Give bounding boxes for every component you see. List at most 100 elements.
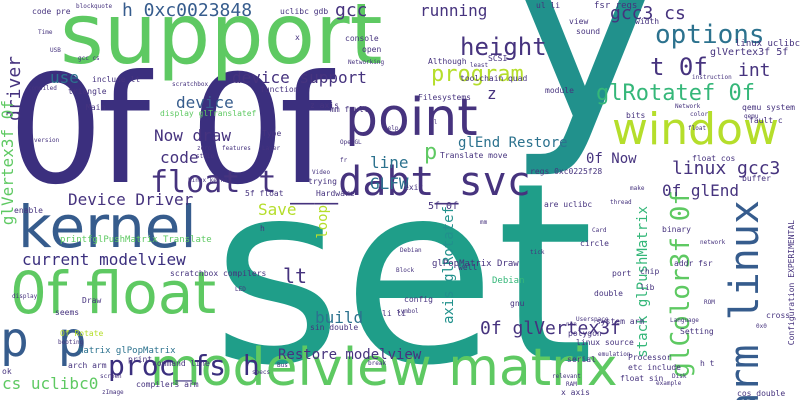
- cloud-word-config: config: [404, 295, 433, 304]
- cloud-word-linux-kernel: Linux kernel: [188, 177, 232, 184]
- cloud-word-translate-move: Translate move: [440, 151, 508, 160]
- cloud-word-triangle: triangle: [68, 87, 107, 96]
- cloud-word-uclibc-gdb: uclibc gdb: [280, 7, 329, 16]
- cloud-word-console: console: [345, 34, 379, 43]
- cloud-word-double: double: [594, 289, 623, 298]
- cloud-word-specs: specs: [252, 369, 271, 376]
- cloud-word-restore-modelview: Restore modelview: [278, 347, 422, 363]
- cloud-word-regs: regs 0xc0225f28: [530, 167, 603, 176]
- cloud-word-system-arm: system arm: [596, 317, 645, 326]
- cloud-word-networking: Networking: [348, 59, 385, 66]
- cloud-word-y: y: [505, 0, 665, 182]
- cloud-word-ram: RAM: [566, 381, 577, 388]
- cloud-word-qemu-system: qemu system: [742, 103, 795, 112]
- cloud-word-z-axis: z axis: [310, 101, 339, 110]
- cloud-word-debian: Debian: [492, 276, 525, 286]
- cloud-word-gcc: gcc: [335, 0, 368, 21]
- cloud-word-glrotatef: glRotatef 0f: [596, 81, 755, 106]
- cloud-word-fr: fr: [340, 157, 348, 164]
- cloud-word-running: running: [420, 1, 488, 20]
- cloud-word-command-line: command line: [152, 359, 210, 368]
- cloud-word-bus: Bus: [277, 362, 288, 369]
- cloud-word-enable: enable: [14, 206, 43, 215]
- cloud-word-hardware: Hardware: [316, 189, 355, 198]
- cloud-word-cs-uclibc0: cs uclibc0: [2, 374, 99, 393]
- cloud-word-proc-fs-h: proc_fs h: [108, 349, 260, 382]
- cloud-word-setting: Setting: [680, 327, 714, 336]
- cloud-word-polygon: polygon: [568, 329, 602, 338]
- cloud-word-gnu: gnu: [510, 299, 525, 308]
- cloud-word-device-support: device support: [232, 68, 367, 87]
- cloud-word-seems: seems: [55, 308, 80, 317]
- cloud-word-float-t: float t: [150, 165, 277, 200]
- cloud-word-toolchain: toolchain: [460, 74, 504, 83]
- cloud-word-device: device: [176, 93, 234, 112]
- cloud-word-float-cos: float cos: [692, 154, 736, 163]
- cloud-word-li-li: li li: [382, 309, 407, 318]
- cloud-word-network-small: network: [700, 239, 726, 246]
- cloud-word-h-t: h t: [700, 359, 715, 368]
- cloud-word-tick: tick: [530, 249, 545, 256]
- cloud-word-main: Main: [86, 103, 106, 112]
- cloud-word-printf: printfglPushMatrix Translate: [60, 235, 212, 245]
- cloud-word-break: break: [368, 360, 387, 367]
- cloud-word-stack-glpushmatrix: stack glPushMatrix: [635, 206, 651, 358]
- cloud-word-program: program: [431, 62, 524, 87]
- cloud-word-type: Type: [262, 129, 282, 138]
- cloud-word-device-driver: Device Driver: [68, 190, 194, 209]
- cloud-word-disk: Disk: [672, 373, 687, 380]
- cloud-word-filesystems: Filesystems: [418, 93, 471, 102]
- cloud-word-thread: thread: [610, 199, 632, 206]
- cloud-word-color: color: [690, 111, 709, 118]
- cloud-word-p-p: p p: [0, 312, 87, 368]
- cloud-word-booting: booting: [58, 339, 84, 346]
- cloud-word-modelview-matrix: modelview matrix: [150, 338, 618, 398]
- cloud-word-p: p: [424, 140, 438, 165]
- cloud-word-glvertex3f-5f: glVertex3f 5f: [710, 47, 789, 58]
- cloud-word-binary: binary: [662, 225, 691, 234]
- cloud-word-of-rotate: Of Rotate: [60, 329, 104, 338]
- cloud-word-gcc-cs: gcc cs: [78, 55, 100, 62]
- cloud-word-linux-uclibc: linux uclibc: [735, 39, 800, 49]
- cloud-word-height: height: [460, 33, 547, 61]
- cloud-word-exit: exit: [404, 183, 424, 192]
- cloud-word-glpopmatrix-draw: glPopMatrix Draw: [432, 259, 519, 269]
- cloud-word-video: Video: [312, 169, 331, 176]
- cloud-word-line: line: [370, 153, 409, 172]
- cloud-word-well: well: [458, 263, 478, 272]
- cloud-word-non: non: [566, 321, 577, 328]
- cloud-word-are-uclibc: are uclibc: [544, 200, 593, 209]
- cloud-word-code: code: [160, 148, 199, 167]
- cloud-word-compilers-arm: compilers arm: [136, 380, 199, 389]
- cloud-word-circle: circle: [580, 239, 609, 248]
- cloud-word-zimage: zImage: [102, 389, 124, 396]
- cloud-word-arch-arm: arch arm: [68, 361, 107, 370]
- cloud-word-blockquote: blockquote: [76, 3, 113, 10]
- cloud-word-print: print: [128, 355, 153, 364]
- cloud-word-etc-include: etc include: [628, 363, 681, 372]
- cloud-word-support: support: [60, 0, 383, 83]
- cloud-word-opengl: OpenGL: [340, 139, 362, 146]
- cloud-word-ul-li: ul li: [536, 1, 561, 10]
- cloud-word-0f-now: 0f Now: [586, 151, 637, 167]
- cloud-word-5f-float: 5f float: [245, 189, 284, 198]
- cloud-word-features: features: [222, 145, 251, 152]
- cloud-word-display-gltranslatef: display glTranslatef: [160, 109, 257, 118]
- cloud-word-stdio: stdio: [196, 153, 215, 160]
- cloud-word-int: int: [738, 60, 771, 81]
- cloud-word-processor: Processor: [628, 353, 672, 362]
- cloud-word-example: example: [656, 380, 682, 387]
- cloud-word-emulation: emulation: [598, 351, 631, 358]
- cloud-word-block: Block: [396, 267, 415, 274]
- cloud-word-h: h: [260, 224, 265, 233]
- cloud-word-dabt-svc: __dabt_svc: [290, 159, 531, 205]
- cloud-word-userspace: Userspace: [576, 316, 609, 323]
- cloud-word-include-lt: include lt: [92, 75, 141, 84]
- cloud-word-lib: lib: [640, 283, 655, 292]
- cloud-word-build: build: [315, 308, 364, 327]
- cloud-word-network: Network: [675, 103, 701, 110]
- cloud-word-configuration: Configuration EXPERIMENTAL: [787, 220, 796, 346]
- cloud-word-serial: serial: [567, 355, 596, 364]
- cloud-word-qemu: qemu: [744, 113, 759, 120]
